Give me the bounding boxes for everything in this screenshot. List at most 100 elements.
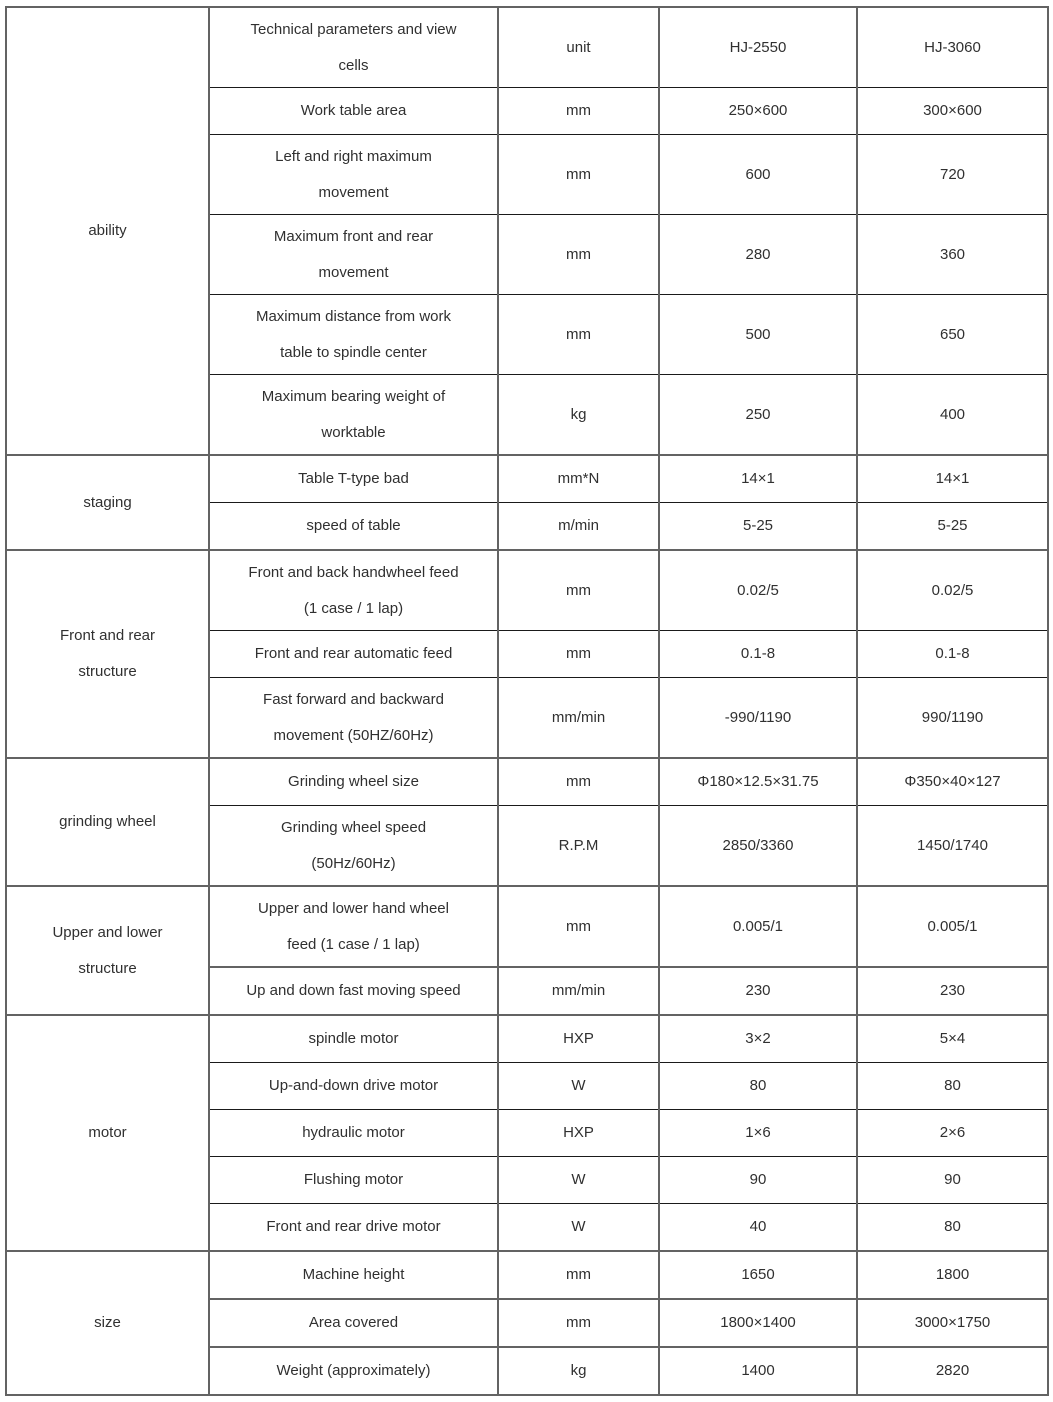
- value-cell: 0.005/1: [658, 886, 858, 968]
- param-header-cell: Technical parameters and view cells: [208, 7, 499, 88]
- table-row: Front and rear automatic feed mm 0.1-8 0.1-…: [6, 630, 1049, 678]
- value-header-cell: HJ-2550: [658, 7, 858, 88]
- param-cell: Fast forward and backward movement (50HZ…: [208, 677, 499, 759]
- unit-cell: m/min: [497, 502, 660, 551]
- unit-cell: mm: [497, 630, 660, 678]
- unit-header-cell: unit: [497, 7, 660, 88]
- category-cell: Front and rear structure: [5, 550, 210, 759]
- unit-cell: mm: [497, 1299, 660, 1348]
- table-row: Front and rear structure Front and back h…: [5, 550, 1049, 759]
- value-cell: 1400: [658, 1347, 858, 1396]
- value-cell: 5-25: [658, 502, 858, 551]
- value-cell: 3×2: [658, 1015, 858, 1063]
- value-cell: 90: [856, 1156, 1049, 1204]
- value-cell: 1800×1400: [658, 1299, 858, 1348]
- table-row: Maximum front and rear movement mm 280 360: [6, 214, 1049, 295]
- value-cell: 2×6: [856, 1109, 1049, 1157]
- value-cell: 990/1190: [856, 677, 1049, 759]
- param-cell: Flushing motor: [208, 1156, 499, 1204]
- category-cell: grinding wheel: [5, 758, 210, 887]
- value-cell: 80: [856, 1203, 1049, 1252]
- unit-cell: W: [497, 1203, 660, 1252]
- category-cell: Upper and lower structure: [5, 886, 210, 1016]
- value-cell: 3000×1750: [856, 1299, 1049, 1348]
- value-cell: 600: [658, 134, 858, 215]
- unit-cell: mm: [497, 758, 660, 806]
- spec-table: ability Technical parameters and view cel…: [5, 6, 1049, 1396]
- value-cell: 250: [658, 374, 858, 456]
- value-cell: 90: [658, 1156, 858, 1204]
- category-cell: size: [5, 1251, 210, 1396]
- value-cell: Φ350×40×127: [856, 758, 1049, 806]
- value-cell: 1450/1740: [856, 805, 1049, 887]
- unit-cell: kg: [497, 1347, 660, 1396]
- param-cell: Front and rear automatic feed: [208, 630, 499, 678]
- value-cell: 40: [658, 1203, 858, 1252]
- value-cell: 5×4: [856, 1015, 1049, 1063]
- value-cell: 80: [658, 1062, 858, 1110]
- param-cell: Grinding wheel speed (50Hz/60Hz): [208, 805, 499, 887]
- spec-table-body: ability Technical parameters and view cel…: [5, 7, 1049, 1396]
- value-cell: -990/1190: [658, 677, 858, 759]
- table-row: Area covered mm 1800×1400 3000×1750: [6, 1299, 1049, 1348]
- value-cell: 14×1: [658, 455, 858, 503]
- table-row: hydraulic motor HXP 1×6 2×6: [6, 1109, 1049, 1157]
- param-cell: Weight (approximately): [208, 1347, 499, 1396]
- table-row: motor spindle motor HXP 3×2 5×4: [5, 1015, 1049, 1252]
- unit-cell: kg: [497, 374, 660, 456]
- param-cell: Upper and lower hand wheel feed (1 case …: [208, 886, 499, 968]
- value-cell: 400: [856, 374, 1049, 456]
- unit-cell: mm: [497, 294, 660, 375]
- value-cell: 5-25: [856, 502, 1049, 551]
- unit-cell: HXP: [497, 1015, 660, 1063]
- value-cell: 14×1: [856, 455, 1049, 503]
- value-cell: 0.02/5: [658, 550, 858, 631]
- unit-cell: mm: [497, 214, 660, 295]
- unit-cell: mm: [497, 87, 660, 135]
- value-cell: 0.02/5: [856, 550, 1049, 631]
- table-row: speed of table m/min 5-25 5-25: [6, 502, 1049, 551]
- value-header-cell: HJ-3060: [856, 7, 1049, 88]
- table-row: Fast forward and backward movement (50HZ…: [6, 677, 1049, 759]
- value-cell: 230: [856, 967, 1049, 1016]
- table-row: Maximum distance from work table to spin…: [6, 294, 1049, 375]
- table-row: Left and right maximum movement mm 600 720: [6, 134, 1049, 215]
- value-cell: 280: [658, 214, 858, 295]
- category-cell: ability: [5, 7, 210, 456]
- param-cell: Front and back handwheel feed (1 case / …: [208, 550, 499, 631]
- value-cell: 0.1-8: [856, 630, 1049, 678]
- value-cell: 0.1-8: [658, 630, 858, 678]
- value-cell: 2850/3360: [658, 805, 858, 887]
- value-cell: 230: [658, 967, 858, 1016]
- unit-cell: mm: [497, 550, 660, 631]
- unit-cell: mm: [497, 1251, 660, 1300]
- value-cell: 300×600: [856, 87, 1049, 135]
- param-cell: Area covered: [208, 1299, 499, 1348]
- value-cell: 1650: [658, 1251, 858, 1300]
- table-row: Up and down fast moving speed mm/min 230 23…: [6, 967, 1049, 1016]
- param-cell: speed of table: [208, 502, 499, 551]
- value-cell: 2820: [856, 1347, 1049, 1396]
- unit-cell: mm*N: [497, 455, 660, 503]
- value-cell: 80: [856, 1062, 1049, 1110]
- param-cell: Front and rear drive motor: [208, 1203, 499, 1252]
- unit-cell: W: [497, 1156, 660, 1204]
- value-cell: 1800: [856, 1251, 1049, 1300]
- unit-cell: mm/min: [497, 967, 660, 1016]
- value-cell: 1×6: [658, 1109, 858, 1157]
- param-cell: Maximum front and rear movement: [208, 214, 499, 295]
- table-row: Upper and lower structure Upper and lower…: [5, 886, 1049, 1016]
- param-cell: Maximum distance from work table to spin…: [208, 294, 499, 375]
- category-cell: motor: [5, 1015, 210, 1252]
- unit-cell: mm: [497, 886, 660, 968]
- value-cell: 360: [856, 214, 1049, 295]
- unit-cell: HXP: [497, 1109, 660, 1157]
- table-row: grinding wheel Grinding wheel size mm Φ180×…: [5, 758, 1049, 887]
- unit-cell: mm: [497, 134, 660, 215]
- value-cell: 0.005/1: [856, 886, 1049, 968]
- param-cell: Machine height: [208, 1251, 499, 1300]
- value-cell: 250×600: [658, 87, 858, 135]
- table-row: staging Table T-type bad mm*N 14×1 14×1: [5, 455, 1049, 551]
- param-cell: Up and down fast moving speed: [208, 967, 499, 1016]
- table-row: Up-and-down drive motor W 80 80: [6, 1062, 1049, 1110]
